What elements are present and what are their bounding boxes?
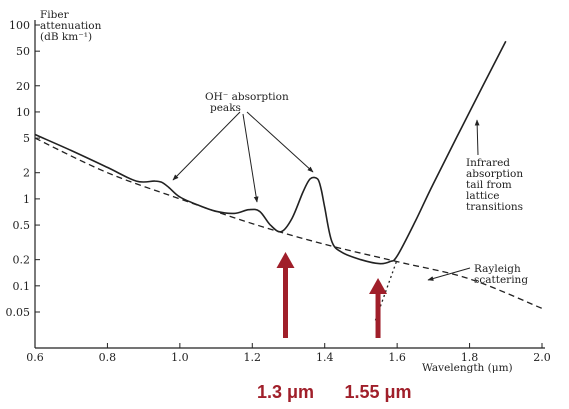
- rayleigh-annotation-line1: Rayleigh: [474, 263, 521, 275]
- oh-arrow-right: [246, 111, 314, 173]
- y-tick-label: 0.5: [13, 219, 31, 232]
- x-axis-label: Wavelength (μm): [422, 362, 513, 374]
- y-tick-label: 0.1: [13, 280, 31, 293]
- rayleigh-annotation-line2: scattering: [474, 274, 528, 286]
- y-tick-label: 50: [16, 45, 30, 58]
- x-tick-label: 1.2: [244, 351, 262, 364]
- rayleigh-scattering-curve: [34, 137, 543, 310]
- x-tick-label: 0.6: [26, 351, 44, 364]
- y-tick-label: 5: [23, 132, 30, 145]
- y-tick-label: 0.05: [6, 306, 31, 319]
- ir-annotation-line2: absorption: [466, 168, 523, 180]
- x-tick-label: 1.6: [388, 351, 406, 364]
- x-tick-label: 1.8: [461, 351, 479, 364]
- y-axis-label-line3: (dB km⁻¹): [40, 31, 92, 43]
- y-tick-label: 1: [23, 193, 30, 206]
- y-tick-label: 10: [16, 106, 30, 119]
- y-axis-label-line1: Fiber: [40, 9, 70, 21]
- ir-annotation-line4: lattice: [466, 190, 500, 202]
- ir-annotation-line1: Infrared: [466, 157, 510, 169]
- infrared-extrapolation-line: [374, 259, 398, 321]
- marker-label: 1.3 μm: [257, 382, 314, 402]
- y-tick-label: 0.2: [13, 254, 31, 267]
- ir-arrow: [474, 119, 480, 156]
- rayleigh-arrow: [427, 267, 471, 281]
- oh-arrow-left: [172, 111, 241, 181]
- oh-annotation-line1: OH⁻ absorption: [205, 91, 289, 103]
- oh-arrow-middle: [242, 113, 259, 203]
- y-axis-label-line2: attenuation: [40, 20, 102, 32]
- oh-annotation-line2: peaks: [210, 102, 241, 114]
- y-tick-label: 2: [23, 167, 30, 180]
- marker-label: 1.55 μm: [345, 382, 412, 402]
- x-tick-label: 1.4: [316, 351, 334, 364]
- x-tick-label: 1.0: [171, 351, 189, 364]
- y-tick-label: 20: [16, 80, 30, 93]
- ir-annotation-line3: tail from: [466, 179, 512, 191]
- x-tick-label: 0.8: [99, 351, 117, 364]
- y-tick-label: 100: [9, 19, 30, 32]
- x-tick-label: 2.0: [533, 351, 551, 364]
- marker-arrow-head: [369, 278, 388, 294]
- ir-annotation-line5: transitions: [466, 201, 523, 213]
- attenuation-curve: [34, 40, 507, 265]
- marker-arrow-head: [276, 252, 295, 268]
